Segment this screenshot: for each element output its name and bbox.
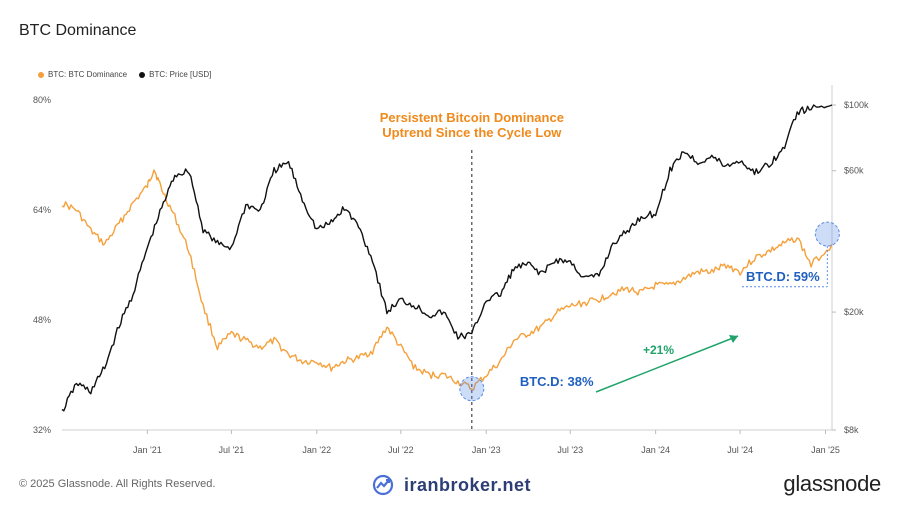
legend-label-dominance: BTC: BTC Dominance (48, 70, 128, 79)
watermark-logo-icon (372, 474, 394, 496)
x-tick-label: Jan '21 (133, 445, 162, 455)
right-tick-label: $8k (844, 425, 859, 435)
left-tick-label: 48% (33, 315, 51, 325)
legend-dot-price (139, 71, 146, 78)
left-tick-label: 80% (33, 95, 51, 105)
headline-text: Persistent Bitcoin Dominance (380, 110, 564, 125)
right-tick-label: $20k (844, 307, 864, 317)
x-tick-label: Jul '24 (727, 445, 753, 455)
chart-legend: BTC: BTC Dominance BTC: Price [USD] (38, 70, 211, 79)
right-tick-label: $100k (844, 100, 869, 110)
x-tick-label: Jul '22 (388, 445, 414, 455)
watermark-text: iranbroker.net (404, 474, 532, 495)
copyright-text: © 2025 Glassnode. All Rights Reserved. (19, 478, 216, 490)
legend-item-price[interactable]: BTC: Price [USD] (139, 70, 211, 79)
chart-marks (61, 104, 833, 412)
legend-label-price: BTC: Price [USD] (149, 70, 212, 79)
change-label: +21% (643, 343, 674, 357)
change-arrow-line (595, 335, 739, 393)
headline-text: Uptrend Since the Cycle Low (382, 125, 562, 140)
low-value-label: BTC.D: 38% (520, 374, 594, 389)
x-tick-label: Jan '25 (811, 445, 840, 455)
chart-axes: Jan '21 Jul '21 Jan '22 Jul '22 Jan '23 Jul '… (33, 85, 869, 455)
legend-dot-dominance (38, 71, 44, 78)
series-line-btc-price (61, 104, 833, 412)
brand-logo: glassnode (783, 471, 881, 496)
left-tick-label: 32% (33, 425, 51, 435)
current-high-highlight (814, 221, 840, 247)
high-value-label: BTC.D: 59% (746, 269, 820, 284)
change-arrow-head-icon (729, 335, 738, 343)
legend-item-dominance[interactable]: BTC: BTC Dominance (38, 70, 127, 79)
right-tick-label: $60k (844, 166, 864, 176)
x-tick-label: Jul '23 (557, 445, 583, 455)
x-tick-label: Jan '22 (302, 445, 331, 455)
cycle-low-highlight (459, 376, 485, 402)
watermark: iranbroker.net (372, 474, 531, 496)
series-line-btc-dominance (61, 169, 833, 391)
x-tick-label: Jul '21 (219, 445, 245, 455)
chart-title: BTC Dominance (19, 22, 137, 39)
x-tick-label: Jan '23 (472, 445, 501, 455)
x-tick-label: Jan '24 (641, 445, 670, 455)
left-tick-label: 64% (33, 205, 51, 215)
